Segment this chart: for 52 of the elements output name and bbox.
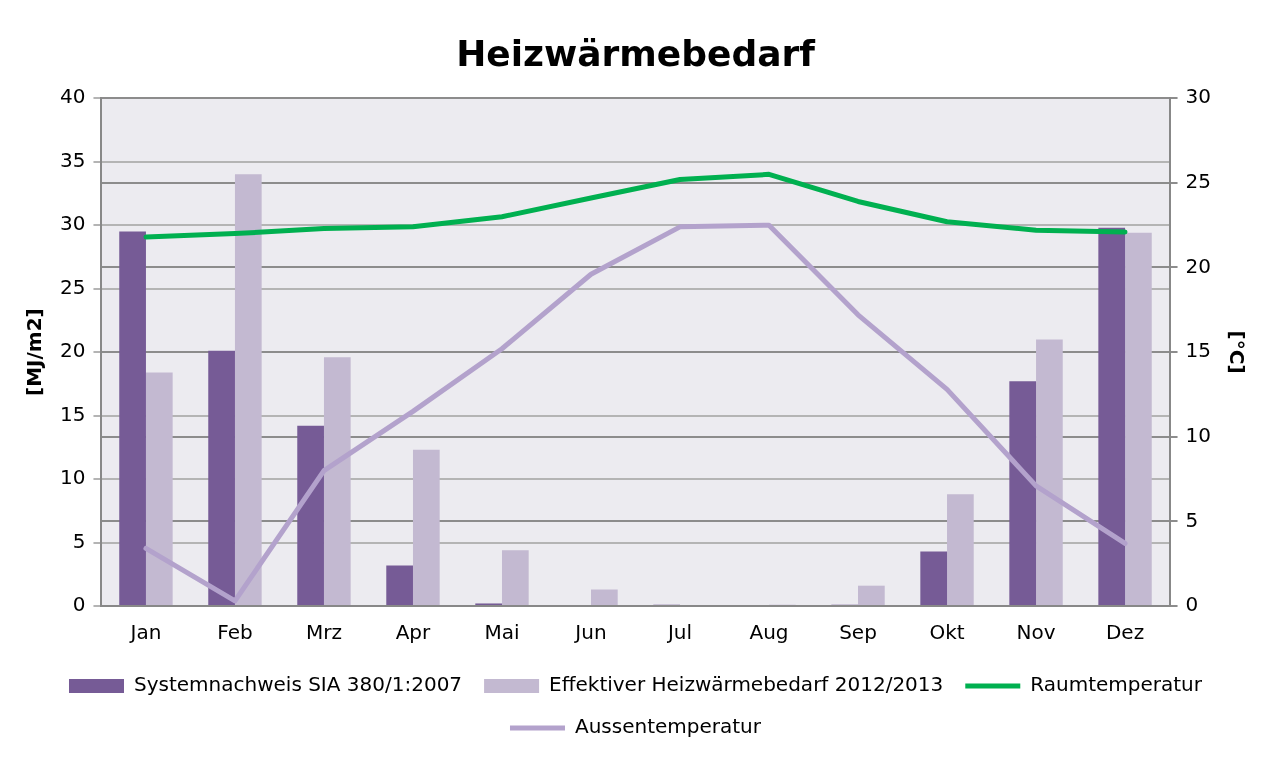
bar (1125, 232, 1152, 605)
x-tick-label: Okt (929, 620, 965, 645)
y-tick-label: 35 (60, 147, 86, 172)
bar (947, 494, 974, 605)
bar (386, 565, 413, 605)
bar (920, 551, 948, 605)
bar (591, 589, 618, 605)
legend-label: Effektiver Heizwärmebedarf 2012/2013 (549, 672, 944, 697)
y-tick-label: 25 (60, 274, 86, 299)
y-axis-title: [MJ/m2] (22, 308, 47, 396)
y2-tick-label: 0 (1185, 592, 1199, 617)
y-tick-label: 15 (60, 401, 86, 426)
x-tick-label: Mrz (305, 620, 342, 645)
y2-tick-label: 15 (1185, 338, 1211, 363)
bar (234, 174, 262, 605)
bar (145, 372, 173, 605)
y2-tick-label: 25 (1185, 169, 1211, 194)
x-tick-label: Mai (484, 620, 520, 645)
y2-tick-label: 30 (1185, 84, 1211, 109)
x-tick-label: Jan (128, 620, 162, 645)
y-tick-label: 20 (60, 338, 86, 363)
bar (1098, 227, 1126, 605)
legend-label: Aussentemperatur (574, 714, 762, 739)
y2-tick-label: 5 (1185, 507, 1199, 532)
x-tick-label: Aug (749, 620, 789, 645)
bar (323, 357, 351, 605)
legend-label: Raumtemperatur (1030, 672, 1203, 697)
x-tick-label: Sep (839, 620, 877, 645)
bar (119, 231, 146, 605)
y-tick-label: 30 (60, 211, 86, 236)
bar (208, 350, 235, 605)
bar (501, 550, 529, 605)
bar (858, 585, 885, 605)
y-tick-label: 40 (60, 84, 86, 109)
bar (297, 425, 324, 605)
y-tick-label: 10 (60, 465, 86, 490)
y-tick-label: 5 (72, 528, 86, 553)
x-tick-label: Nov (1016, 620, 1056, 645)
y2-tick-label: 20 (1185, 253, 1211, 278)
x-tick-label: Dez (1105, 620, 1145, 645)
bar (1036, 339, 1063, 605)
y2-tick-label: 10 (1185, 422, 1211, 447)
legend-label: Systemnachweis SIA 380/1:2007 (134, 672, 463, 697)
x-tick-label: Feb (217, 620, 253, 645)
bar (412, 449, 440, 605)
x-tick-label: Jul (665, 620, 693, 645)
x-tick-label: Jun (573, 620, 607, 645)
y-tick-label: 0 (72, 592, 86, 617)
bar (1009, 381, 1037, 605)
x-tick-label: Apr (395, 620, 432, 645)
chart-title: Heizwärmebedarf (456, 32, 816, 74)
y2-axis-title: [°C] (1224, 330, 1249, 374)
